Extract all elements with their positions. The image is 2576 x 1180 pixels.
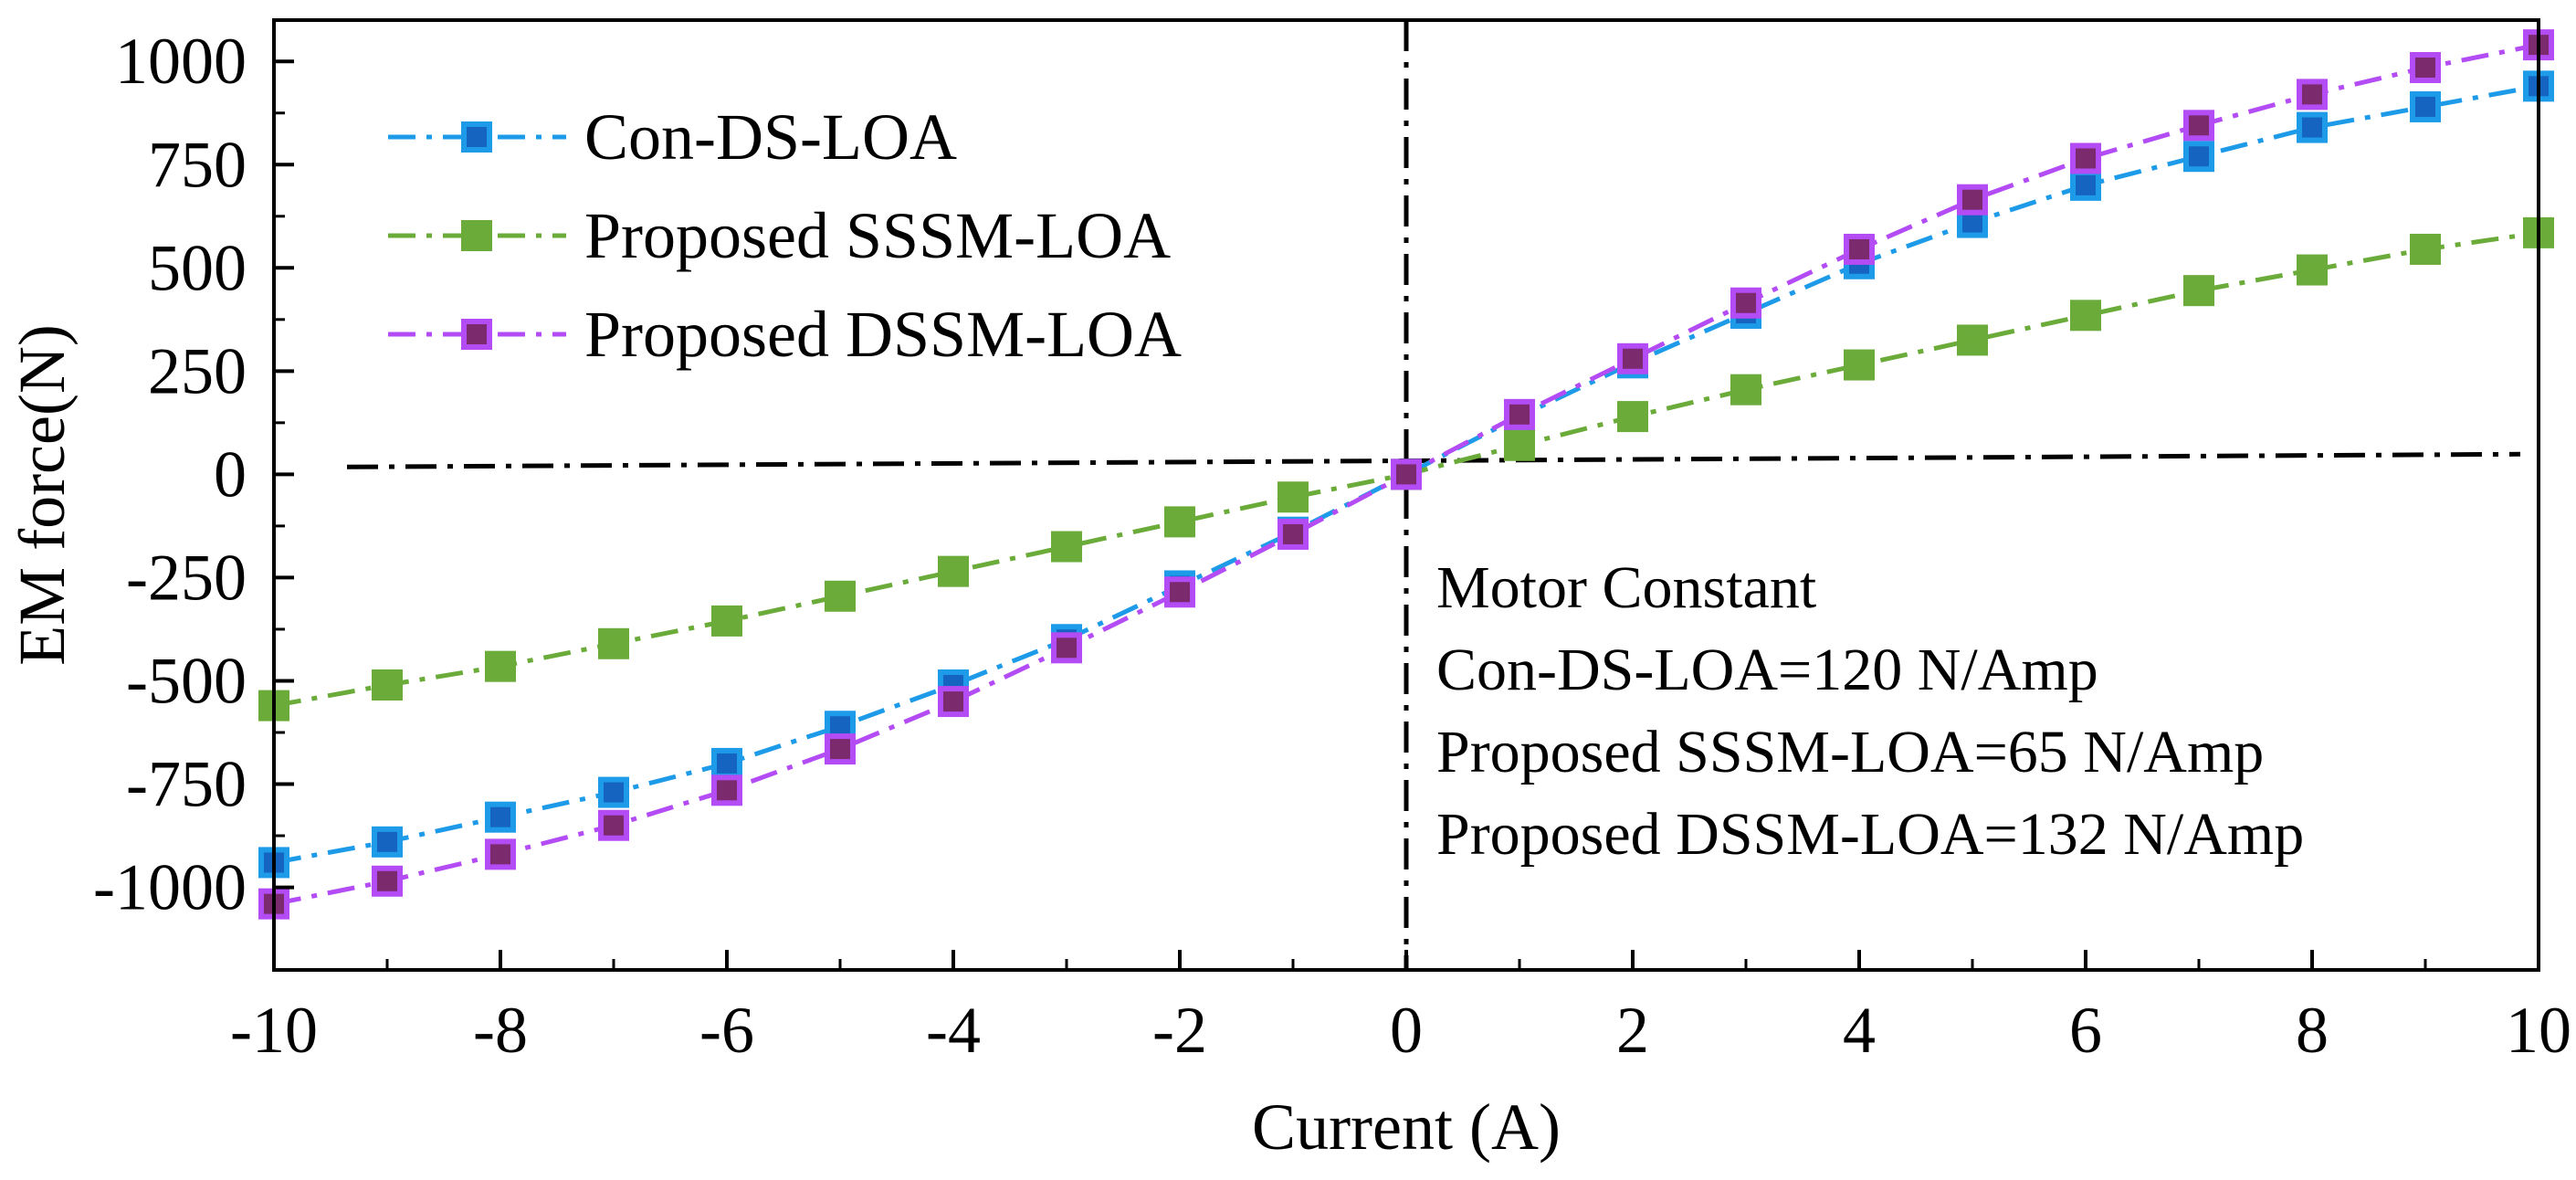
y-tick-label: -250 — [126, 541, 247, 614]
series-layer — [258, 29, 2554, 920]
x-tick-label: -2 — [1152, 994, 1207, 1067]
data-point-proposed-dssm-loa — [2183, 110, 2214, 142]
data-point-proposed-dssm-loa — [1617, 342, 1648, 374]
data-point-proposed-dssm-loa — [598, 809, 629, 841]
data-point-con-ds-loa — [2410, 90, 2441, 122]
legend-label-proposed-dssm-loa: Proposed DSSM-LOA — [584, 298, 1182, 371]
data-point-proposed-dssm-loa — [1730, 287, 1761, 319]
data-point-proposed-sssm-loa — [938, 555, 969, 587]
annotation-line-dssm: Proposed DSSM-LOA=132 N/Amp — [1436, 801, 2304, 868]
data-point-proposed-sssm-loa — [1164, 506, 1195, 538]
data-point-proposed-sssm-loa — [1504, 429, 1535, 461]
data-point-proposed-sssm-loa — [2410, 233, 2441, 265]
data-point-proposed-dssm-loa — [2297, 79, 2328, 111]
motor-constant-annotation: Motor Constant Con-DS-LOA=120 N/Amp Prop… — [1436, 554, 2304, 868]
data-point-proposed-sssm-loa — [372, 669, 403, 701]
horizontal-reference-line — [346, 451, 2521, 469]
data-point-proposed-dssm-loa — [1504, 398, 1535, 430]
legend-marker-proposed-dssm-loa — [461, 319, 492, 350]
annotation-heading: Motor Constant — [1436, 554, 1816, 621]
x-tick-label: -8 — [473, 994, 528, 1067]
y-tick-label: -1000 — [93, 851, 247, 924]
annotation-line-sssm: Proposed SSSM-LOA=65 N/Amp — [1436, 719, 2264, 785]
data-point-con-ds-loa — [711, 747, 742, 779]
data-point-proposed-sssm-loa — [1844, 349, 1875, 381]
data-point-proposed-dssm-loa — [938, 686, 969, 718]
data-point-proposed-dssm-loa — [1051, 632, 1082, 664]
annotation-line-con-ds: Con-DS-LOA=120 N/Amp — [1436, 637, 2098, 703]
y-tick-label: 1000 — [115, 25, 247, 98]
legend-item-proposed-dssm-loa: Proposed DSSM-LOA — [388, 298, 1182, 371]
y-axis-title: EM force(N) — [5, 324, 79, 666]
x-tick-label: -4 — [926, 994, 981, 1067]
x-tick-label: 2 — [1616, 994, 1649, 1067]
data-point-proposed-sssm-loa — [1277, 481, 1309, 513]
data-point-proposed-dssm-loa — [2410, 52, 2441, 83]
x-tick-label: 8 — [2296, 994, 2329, 1067]
data-point-con-ds-loa — [485, 801, 516, 833]
x-tick-label: 4 — [1843, 994, 1876, 1067]
y-tick-label: -750 — [126, 748, 247, 821]
data-point-proposed-dssm-loa — [1957, 184, 1988, 216]
data-point-proposed-sssm-loa — [1957, 324, 1988, 356]
data-point-proposed-sssm-loa — [1617, 401, 1648, 433]
data-point-proposed-sssm-loa — [485, 650, 516, 682]
legend: Con-DS-LOA Proposed SSSM-LOA Proposed DSSM… — [388, 100, 1182, 371]
reference-lines — [346, 20, 2521, 970]
data-point-proposed-sssm-loa — [1051, 531, 1082, 563]
series-proposed-dssm-loa — [258, 29, 2554, 920]
data-point-proposed-sssm-loa — [1730, 374, 1761, 406]
data-point-con-ds-loa — [372, 826, 403, 858]
x-tick-label: 0 — [1390, 994, 1423, 1067]
x-tick-label: 6 — [2069, 994, 2102, 1067]
legend-marker-proposed-sssm-loa — [461, 220, 492, 251]
x-axis-title: Current (A) — [1252, 1090, 1561, 1164]
y-tick-label: 0 — [214, 437, 247, 511]
x-tick-label: 10 — [2506, 994, 2571, 1067]
data-point-proposed-dssm-loa — [1844, 233, 1875, 265]
data-point-proposed-dssm-loa — [825, 733, 856, 765]
data-point-proposed-sssm-loa — [711, 605, 742, 637]
data-point-proposed-dssm-loa — [1391, 458, 1422, 490]
legend-marker-con-ds-loa — [461, 121, 492, 153]
x-tick-label: -10 — [230, 994, 318, 1067]
data-point-proposed-sssm-loa — [598, 627, 629, 659]
legend-label-con-ds-loa: Con-DS-LOA — [584, 100, 957, 174]
data-point-proposed-sssm-loa — [2183, 275, 2214, 307]
axes-layer: -10 -8 -6 -4 -2 0 2 4 6 8 10 -1000 -750 -500 -250 0 250 5… — [93, 25, 2571, 1067]
data-point-proposed-sssm-loa — [825, 580, 856, 612]
data-point-proposed-dssm-loa — [1277, 518, 1309, 550]
legend-label-proposed-sssm-loa: Proposed SSSM-LOA — [584, 199, 1171, 272]
data-point-proposed-dssm-loa — [2070, 142, 2101, 174]
data-point-proposed-sssm-loa — [2070, 300, 2101, 332]
legend-item-proposed-sssm-loa: Proposed SSSM-LOA — [388, 199, 1171, 272]
data-point-con-ds-loa — [2183, 141, 2214, 173]
series-line-con-ds-loa — [273, 83, 2539, 865]
data-point-con-ds-loa — [2297, 111, 2328, 143]
data-point-proposed-dssm-loa — [372, 865, 403, 897]
x-tick-label: -6 — [699, 994, 754, 1067]
data-point-con-ds-loa — [598, 776, 629, 808]
data-point-proposed-dssm-loa — [1164, 576, 1195, 608]
legend-item-con-ds-loa: Con-DS-LOA — [388, 100, 957, 174]
data-point-proposed-sssm-loa — [2297, 254, 2328, 286]
data-point-con-ds-loa — [2070, 169, 2101, 201]
y-tick-label: 500 — [148, 231, 247, 304]
data-point-proposed-dssm-loa — [711, 774, 742, 806]
y-tick-label: 250 — [148, 334, 247, 407]
data-point-proposed-dssm-loa — [485, 838, 516, 870]
y-tick-label: -500 — [126, 644, 247, 717]
y-tick-label: 750 — [148, 128, 247, 201]
